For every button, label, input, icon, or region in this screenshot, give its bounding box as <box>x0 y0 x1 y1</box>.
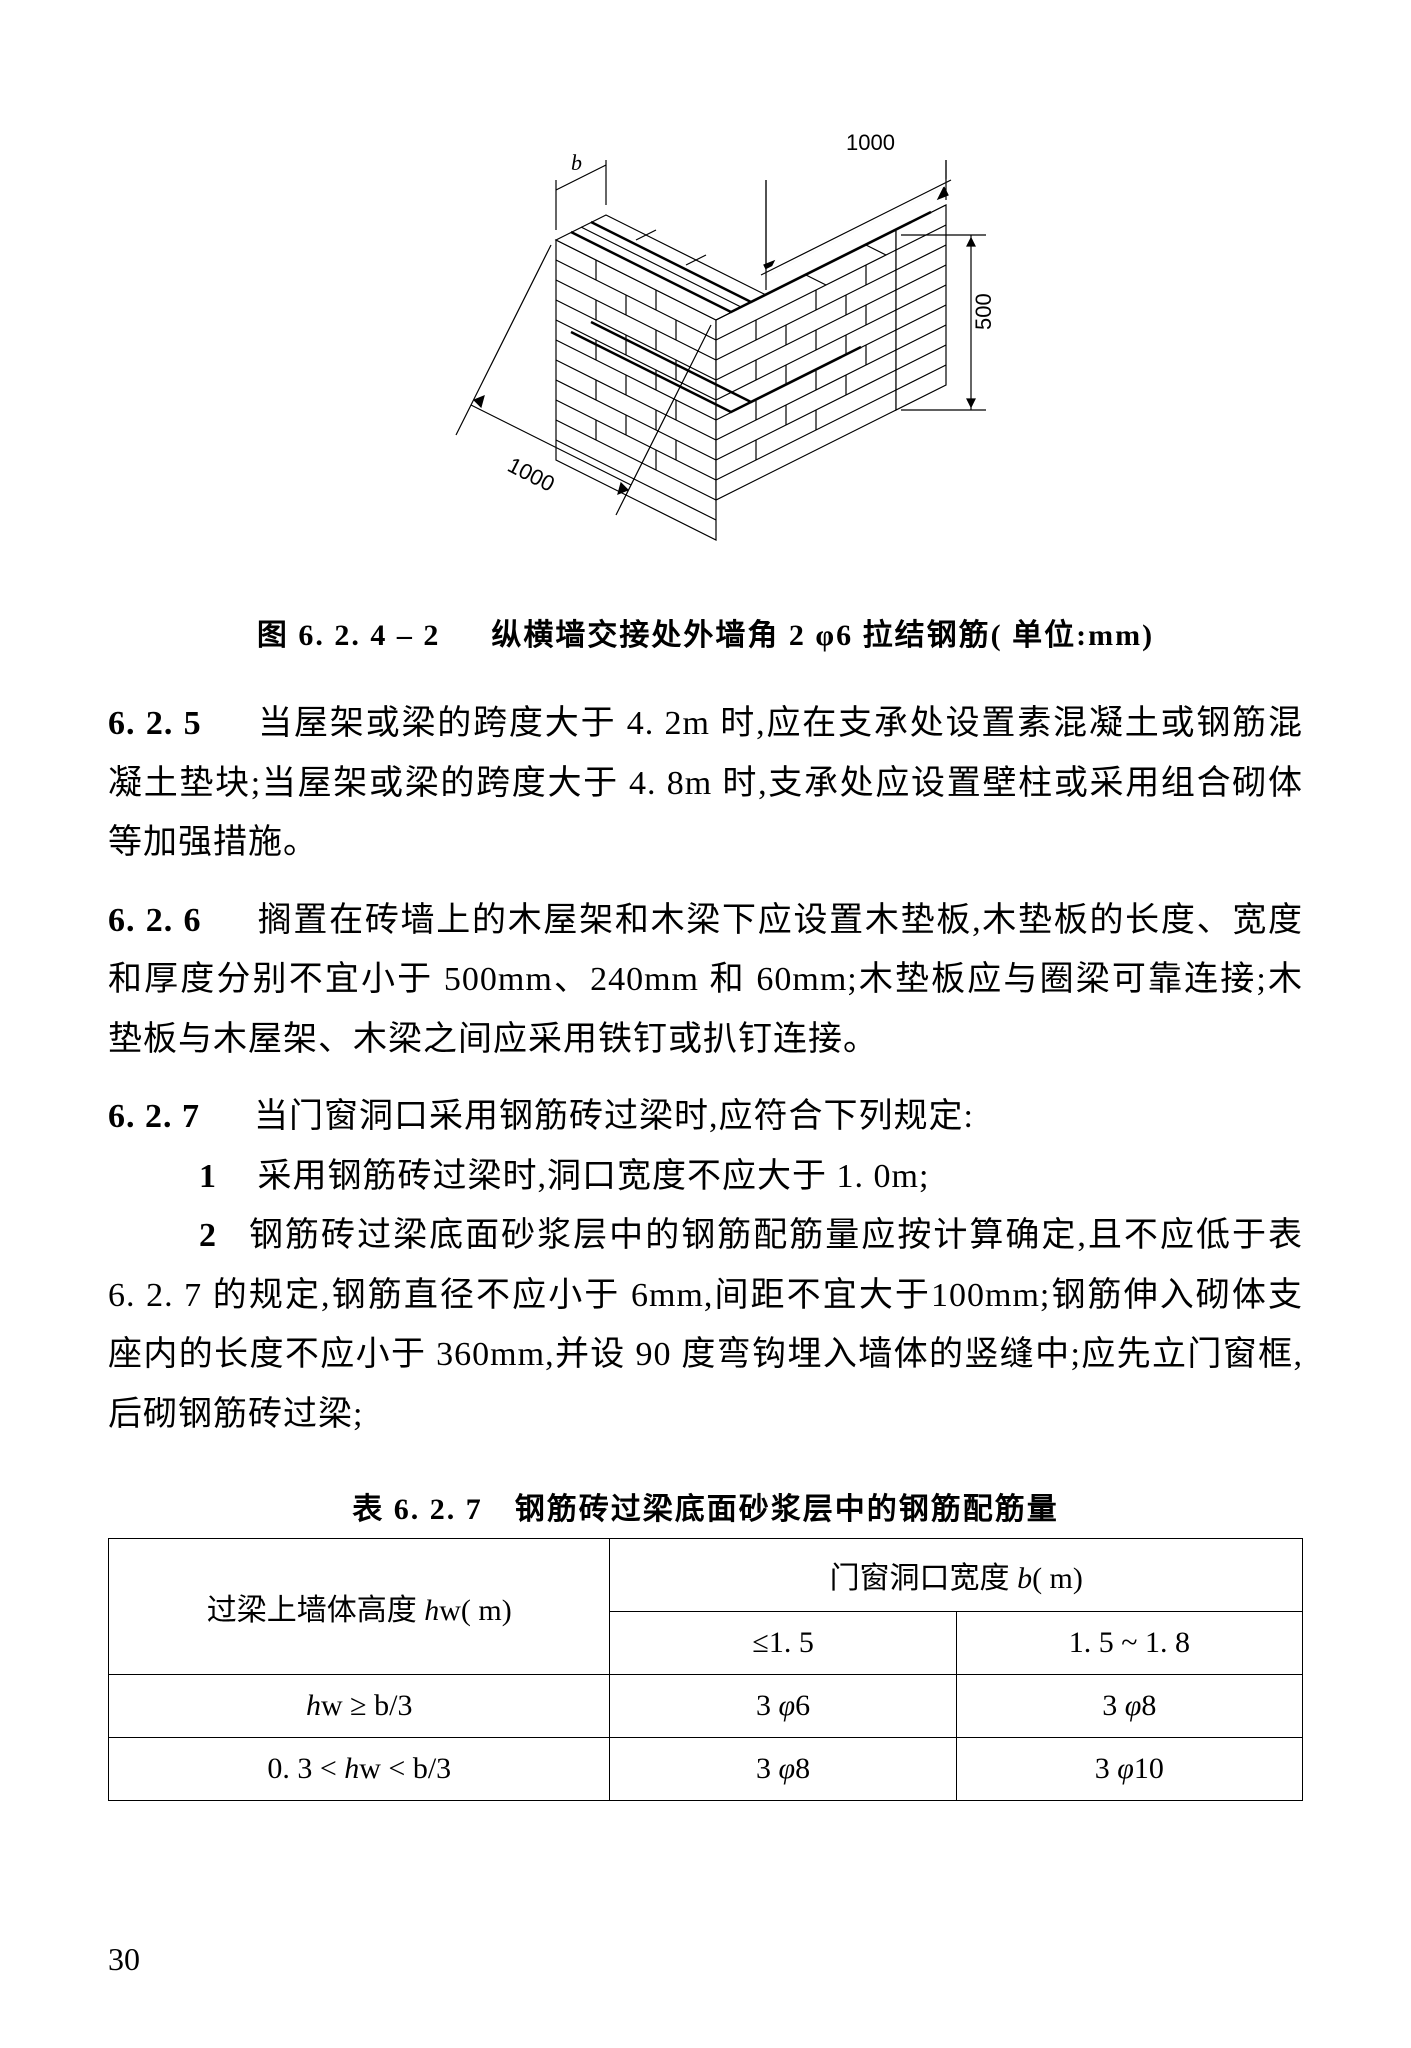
section-number: 6. 2. 6 <box>108 902 201 939</box>
figure-caption-text: 纵横墙交接处外墙角 2 φ6 拉结钢筋( 单位:mm) <box>491 619 1154 652</box>
dim-right: 500 <box>971 293 996 330</box>
section-6-2-7: 6. 2. 7 当门窗洞口采用钢筋砖过梁时,应符合下列规定: <box>108 1087 1303 1147</box>
page-number: 30 <box>108 1941 140 1978</box>
figure-caption-num: 图 6. 2. 4 – 2 <box>257 619 441 652</box>
section-6-2-5: 6. 2. 5 当屋架或梁的跨度大于 4. 2m 时,应在支承处设置素混凝土或钢… <box>108 694 1303 873</box>
dim-left: 1000 <box>503 452 558 496</box>
list-text: 钢筋砖过梁底面砂浆层中的钢筋配筋量应按计算确定,且不应低于表 6. 2. 7 的… <box>108 1217 1303 1433</box>
table-header-cell: 1. 5 ~ 1. 8 <box>956 1612 1302 1675</box>
section-number: 6. 2. 5 <box>108 705 202 742</box>
dim-b: b <box>571 150 582 175</box>
table-cell: hw ≥ b/3 <box>109 1675 610 1738</box>
table-cell: 3 φ10 <box>956 1738 1302 1801</box>
table-cell: 3 φ6 <box>610 1675 956 1738</box>
figure-caption: 图 6. 2. 4 – 2 纵横墙交接处外墙角 2 φ6 拉结钢筋( 单位:mm… <box>257 610 1154 654</box>
list-item-2: 2钢筋砖过梁底面砂浆层中的钢筋配筋量应按计算确定,且不应低于表 6. 2. 7 … <box>108 1206 1303 1444</box>
list-text: 采用钢筋砖过梁时,洞口宽度不应大于 1. 0m; <box>258 1158 930 1195</box>
section-6-2-6: 6. 2. 6 搁置在砖墙上的木屋架和木梁下应设置木垫板,木垫板的长度、宽度和厚… <box>108 891 1303 1070</box>
list-number: 2 <box>178 1206 238 1266</box>
list-number: 1 <box>178 1147 238 1207</box>
section-body: 当门窗洞口采用钢筋砖过梁时,应符合下列规定: <box>254 1098 974 1135</box>
table-header-b: 门窗洞口宽度 b( m) <box>830 1562 1083 1595</box>
figure-6-2-4-2: 1000 b 1000 500 图 6. 2. 4 – 2 纵横墙交接处外墙角 … <box>108 100 1303 654</box>
table-row: 0. 3 < hw < b/3 3 φ8 3 φ10 <box>109 1738 1303 1801</box>
list-item-1: 1 采用钢筋砖过梁时,洞口宽度不应大于 1. 0m; <box>108 1147 1303 1207</box>
table-cell: 3 φ8 <box>956 1675 1302 1738</box>
table-cell: 3 φ8 <box>610 1738 956 1801</box>
table-caption: 表 6. 2. 7 钢筋砖过梁底面砂浆层中的钢筋配筋量 <box>108 1484 1303 1528</box>
wall-corner-diagram: 1000 b 1000 500 <box>396 100 1016 580</box>
section-number: 6. 2. 7 <box>108 1098 200 1135</box>
section-body: 当屋架或梁的跨度大于 4. 2m 时,应在支承处设置素混凝土或钢筋混凝土垫块;当… <box>108 705 1303 861</box>
table-cell: 0. 3 < hw < b/3 <box>109 1738 610 1801</box>
section-body: 搁置在砖墙上的木屋架和木梁下应设置木垫板,木垫板的长度、宽度和厚度分别不宜小于 … <box>108 902 1303 1058</box>
rebar-table: 过梁上墙体高度 hw( m) 门窗洞口宽度 b( m) ≤1. 5 1. 5 ~… <box>108 1538 1303 1801</box>
table-header-cell: ≤1. 5 <box>610 1612 956 1675</box>
table-header-row-1: 过梁上墙体高度 hw( m) 门窗洞口宽度 b( m) <box>109 1539 1303 1612</box>
table-header-hw: 过梁上墙体高度 hw( m) <box>207 1594 512 1627</box>
table-row: hw ≥ b/3 3 φ6 3 φ8 <box>109 1675 1303 1738</box>
dim-top: 1000 <box>846 130 895 155</box>
